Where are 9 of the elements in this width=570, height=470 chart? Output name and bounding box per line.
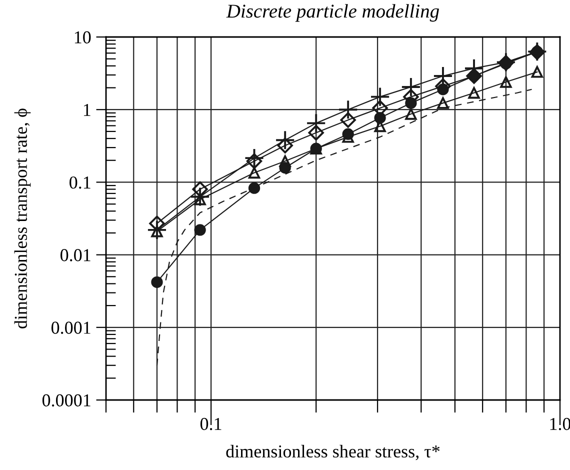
y-tick-label: 0.1 — [70, 176, 90, 189]
chart-title: Discrete particle modelling — [226, 4, 439, 22]
y-tick-label: 0.01 — [60, 249, 90, 262]
y-tick-label: 0.0001 — [42, 394, 90, 407]
y-tick-label: 10 — [74, 31, 91, 44]
x-axis-title: dimensionless shear stress, τ* — [226, 444, 440, 460]
y-axis-title: dimensionless transport rate, ϕ — [14, 108, 31, 328]
y-tick-label: 1 — [84, 104, 90, 116]
y-tick-label: 0.001 — [51, 322, 90, 334]
